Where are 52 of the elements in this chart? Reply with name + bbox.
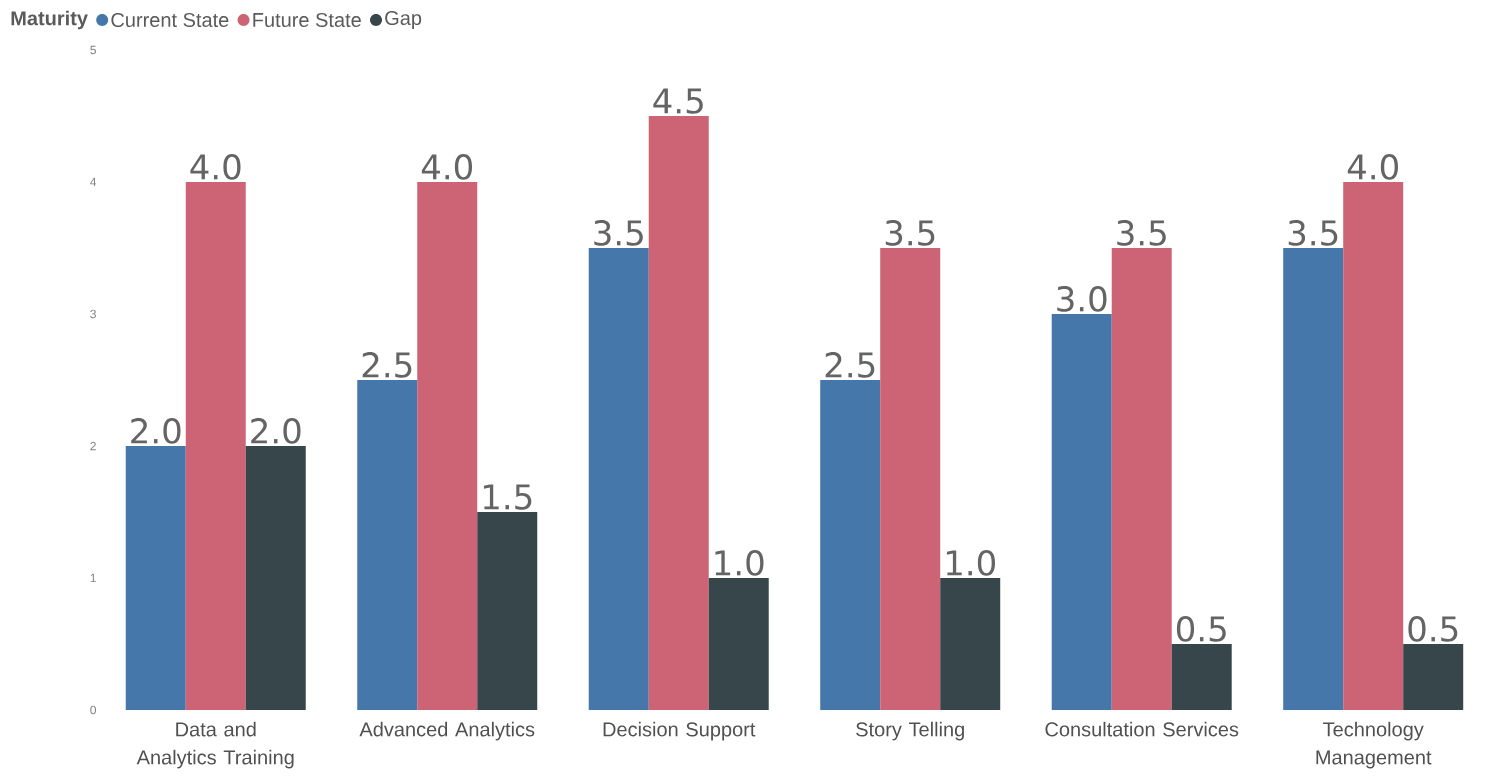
x-tick-label: Advanced Analytics <box>359 721 535 741</box>
bar <box>880 247 941 710</box>
data-label: 3.5 <box>594 220 643 246</box>
bar <box>125 445 186 710</box>
data-label: 2.5 <box>825 352 875 378</box>
data-label: 2.0 <box>251 418 301 444</box>
legend-label: Gap <box>385 10 422 30</box>
x-tick-label: Technology Management <box>1316 721 1432 769</box>
data-label: 1.0 <box>946 550 995 576</box>
y-tick-label: 0 <box>90 705 97 715</box>
data-label: 4.0 <box>190 154 241 180</box>
data-label: 1.5 <box>483 484 532 510</box>
bar <box>1403 643 1464 710</box>
data-label: 4.5 <box>653 88 703 114</box>
legend-label: Future State <box>253 12 361 28</box>
y-tick-label: 2 <box>90 441 96 451</box>
x-tick-label: Decision Support <box>603 721 756 741</box>
bar <box>708 577 769 710</box>
bar <box>1171 643 1232 710</box>
bar <box>1343 181 1404 710</box>
data-label: 2.0 <box>131 418 181 444</box>
x-tick-label: Data and Analytics Training <box>136 721 294 769</box>
y-tick-label: 1 <box>90 573 96 583</box>
data-label: 1.0 <box>715 550 764 576</box>
legend-title: Maturity <box>11 10 88 30</box>
bar <box>1111 247 1172 710</box>
bar <box>357 379 418 710</box>
data-label: 4.0 <box>1347 154 1398 180</box>
bar <box>820 379 881 710</box>
data-label: 4.0 <box>421 154 473 180</box>
data-label: 3.5 <box>885 220 935 246</box>
bar <box>185 181 246 710</box>
data-label: 3.5 <box>1117 220 1166 246</box>
data-label: 2.5 <box>362 352 412 378</box>
y-tick-label: 3 <box>90 309 96 319</box>
data-label: 3.0 <box>1057 286 1107 312</box>
bar <box>245 445 306 710</box>
bar <box>477 511 538 710</box>
bar <box>1051 313 1112 710</box>
data-label: 0.5 <box>1408 616 1458 642</box>
data-label: 0.5 <box>1176 616 1226 642</box>
y-tick-label: 5 <box>90 45 96 55</box>
bar <box>1283 247 1344 710</box>
legend-label: Current State <box>111 12 229 28</box>
bar <box>417 181 478 710</box>
x-tick-label: Story Telling <box>856 721 964 741</box>
bar <box>940 577 1001 710</box>
y-tick-label: 4 <box>90 177 97 187</box>
bar <box>648 115 709 710</box>
data-label: 3.5 <box>1288 220 1338 246</box>
x-tick-label: Consultation Services <box>1045 721 1239 737</box>
bar <box>588 247 649 710</box>
